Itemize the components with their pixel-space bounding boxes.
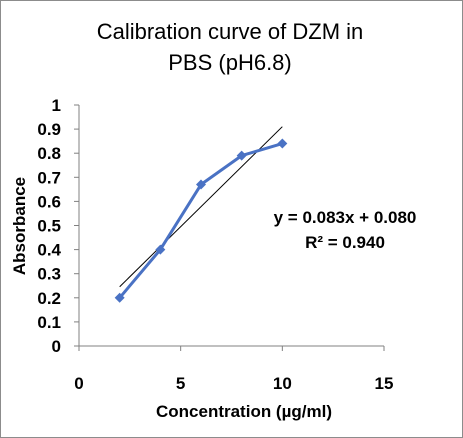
- y-tick-label: 0.5: [37, 217, 61, 236]
- series-line: [118, 142, 283, 299]
- series-group: [114, 138, 288, 303]
- y-tick-label: 0: [52, 337, 61, 356]
- data-point: [155, 244, 166, 255]
- y-tick-label: 0.6: [37, 192, 61, 211]
- data-point: [114, 292, 125, 303]
- trendline-group: [119, 126, 283, 288]
- chart-title-line-2: PBS (pH6.8): [168, 50, 292, 75]
- y-axis-label: Absorbance: [10, 177, 29, 275]
- data-point: [196, 179, 206, 190]
- trendline-equation: y = 0.083x + 0.080: [274, 208, 417, 227]
- chart-title-line-1: Calibration curve of DZM in: [97, 19, 364, 44]
- x-tick-label: 10: [273, 374, 292, 393]
- x-tick-label: 5: [176, 374, 185, 393]
- y-tick-labels: 0 0.1 0.2 0.3 0.4 0.5 0.6 0.7 0.8 0.9 1: [37, 96, 61, 356]
- y-tick-label: 0.2: [37, 289, 61, 308]
- axes: [74, 104, 385, 351]
- data-point: [277, 138, 288, 149]
- y-tick-label: 0.3: [37, 265, 61, 284]
- x-tick-label: 15: [375, 374, 394, 393]
- x-tick-label: 0: [74, 374, 83, 393]
- y-tick-label: 0.1: [37, 313, 61, 332]
- x-tick-labels: 0 5 10 15: [74, 374, 393, 393]
- y-tick-label: 0.7: [37, 168, 61, 187]
- x-axis-label: Concentration (µg/ml): [156, 402, 332, 421]
- y-tick-label: 0.4: [37, 241, 61, 260]
- y-tick-label: 1: [52, 96, 61, 115]
- trendline: [119, 126, 283, 288]
- y-tick-label: 0.8: [37, 144, 61, 163]
- r-squared-label: R² = 0.940: [305, 233, 385, 252]
- y-tick-label: 0.9: [37, 120, 61, 139]
- data-point: [236, 150, 247, 161]
